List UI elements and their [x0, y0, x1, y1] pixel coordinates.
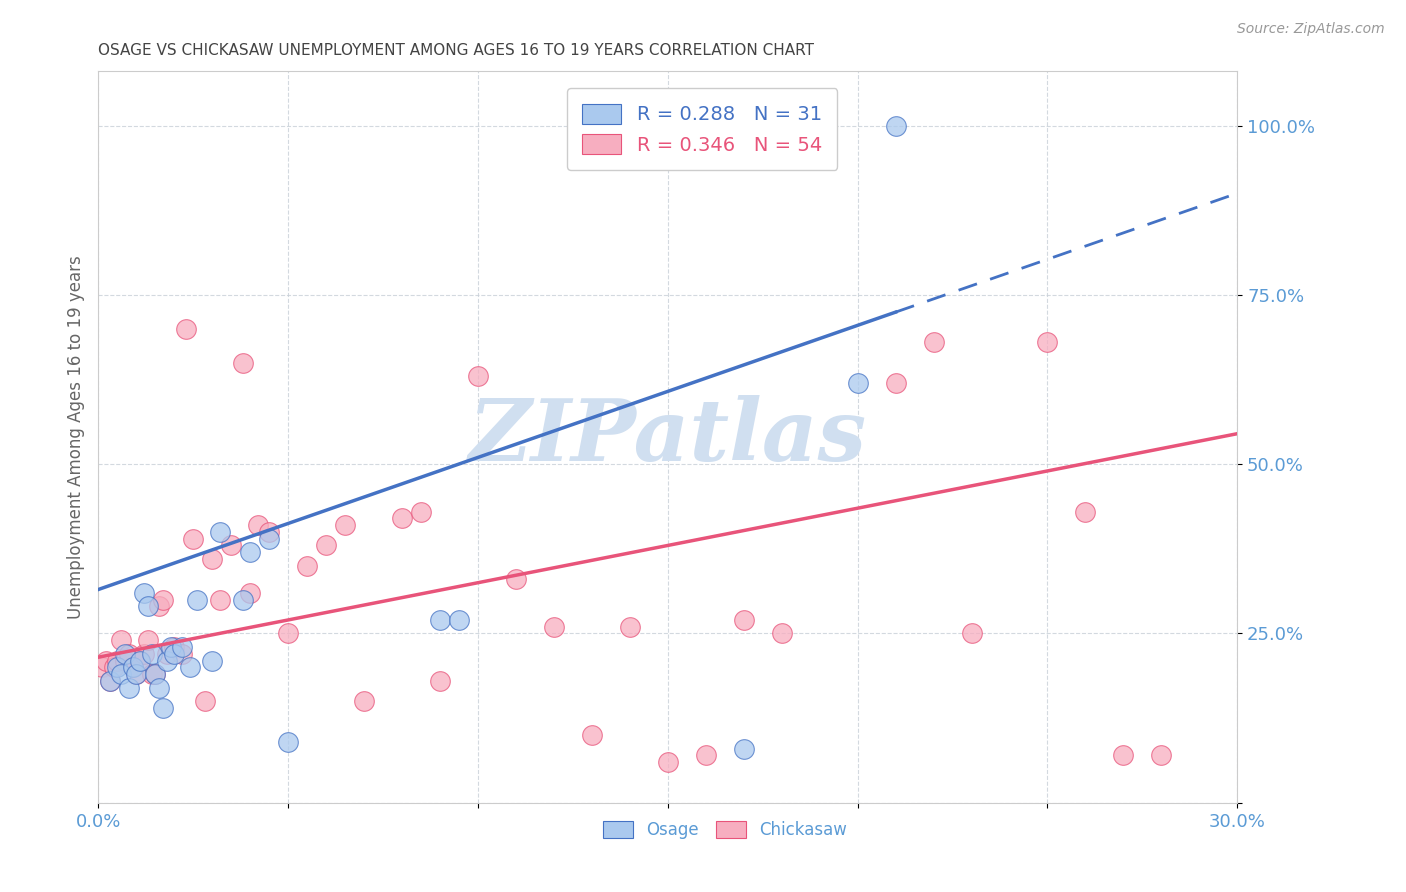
- Point: [449, 613, 471, 627]
- Point: [411, 505, 433, 519]
- Point: [846, 376, 869, 390]
- Point: [159, 640, 181, 654]
- Point: [581, 728, 603, 742]
- Point: [259, 532, 281, 546]
- Point: [163, 640, 186, 654]
- Point: [770, 626, 793, 640]
- Text: Source: ZipAtlas.com: Source: ZipAtlas.com: [1237, 22, 1385, 37]
- Point: [91, 660, 114, 674]
- Point: [1074, 505, 1097, 519]
- Point: [98, 673, 121, 688]
- Point: [259, 524, 281, 539]
- Point: [201, 654, 224, 668]
- Point: [884, 376, 907, 390]
- Point: [107, 654, 129, 668]
- Point: [232, 592, 254, 607]
- Point: [121, 660, 143, 674]
- Point: [467, 369, 489, 384]
- Legend: Osage, Chickasaw: Osage, Chickasaw: [596, 814, 853, 846]
- Point: [239, 545, 262, 559]
- Point: [208, 524, 231, 539]
- Point: [733, 613, 755, 627]
- Point: [152, 701, 174, 715]
- Point: [118, 647, 141, 661]
- Point: [114, 654, 136, 668]
- Point: [194, 694, 217, 708]
- Point: [148, 681, 170, 695]
- Point: [125, 667, 148, 681]
- Point: [429, 613, 451, 627]
- Point: [170, 647, 193, 661]
- Point: [353, 694, 375, 708]
- Point: [145, 667, 167, 681]
- Text: OSAGE VS CHICKASAW UNEMPLOYMENT AMONG AGES 16 TO 19 YEARS CORRELATION CHART: OSAGE VS CHICKASAW UNEMPLOYMENT AMONG AG…: [98, 43, 814, 58]
- Point: [186, 592, 208, 607]
- Point: [1036, 335, 1059, 350]
- Point: [145, 667, 167, 681]
- Point: [505, 572, 527, 586]
- Point: [335, 518, 357, 533]
- Point: [297, 558, 319, 573]
- Point: [922, 335, 945, 350]
- Point: [136, 633, 159, 648]
- Point: [152, 592, 174, 607]
- Point: [208, 592, 231, 607]
- Point: [110, 667, 132, 681]
- Point: [246, 518, 269, 533]
- Point: [221, 538, 243, 552]
- Point: [277, 626, 299, 640]
- Point: [201, 552, 224, 566]
- Point: [232, 355, 254, 369]
- Point: [543, 620, 565, 634]
- Point: [619, 620, 641, 634]
- Point: [174, 322, 197, 336]
- Point: [136, 599, 159, 614]
- Point: [121, 660, 143, 674]
- Point: [132, 586, 155, 600]
- Point: [315, 538, 337, 552]
- Point: [391, 511, 413, 525]
- Point: [98, 673, 121, 688]
- Point: [129, 654, 152, 668]
- Point: [960, 626, 983, 640]
- Point: [170, 640, 193, 654]
- Y-axis label: Unemployment Among Ages 16 to 19 years: Unemployment Among Ages 16 to 19 years: [66, 255, 84, 619]
- Point: [239, 586, 262, 600]
- Point: [733, 741, 755, 756]
- Point: [429, 673, 451, 688]
- Point: [141, 667, 163, 681]
- Point: [129, 654, 152, 668]
- Point: [107, 660, 129, 674]
- Point: [110, 633, 132, 648]
- Point: [657, 755, 679, 769]
- Point: [1150, 748, 1173, 763]
- Point: [156, 654, 179, 668]
- Point: [163, 647, 186, 661]
- Point: [277, 735, 299, 749]
- Point: [183, 532, 205, 546]
- Point: [179, 660, 201, 674]
- Text: ZIPatlas: ZIPatlas: [468, 395, 868, 479]
- Point: [94, 654, 117, 668]
- Point: [125, 667, 148, 681]
- Point: [884, 119, 907, 133]
- Point: [103, 660, 125, 674]
- Point: [695, 748, 717, 763]
- Point: [156, 647, 179, 661]
- Point: [1112, 748, 1135, 763]
- Point: [118, 681, 141, 695]
- Point: [141, 647, 163, 661]
- Point: [132, 647, 155, 661]
- Point: [148, 599, 170, 614]
- Point: [114, 647, 136, 661]
